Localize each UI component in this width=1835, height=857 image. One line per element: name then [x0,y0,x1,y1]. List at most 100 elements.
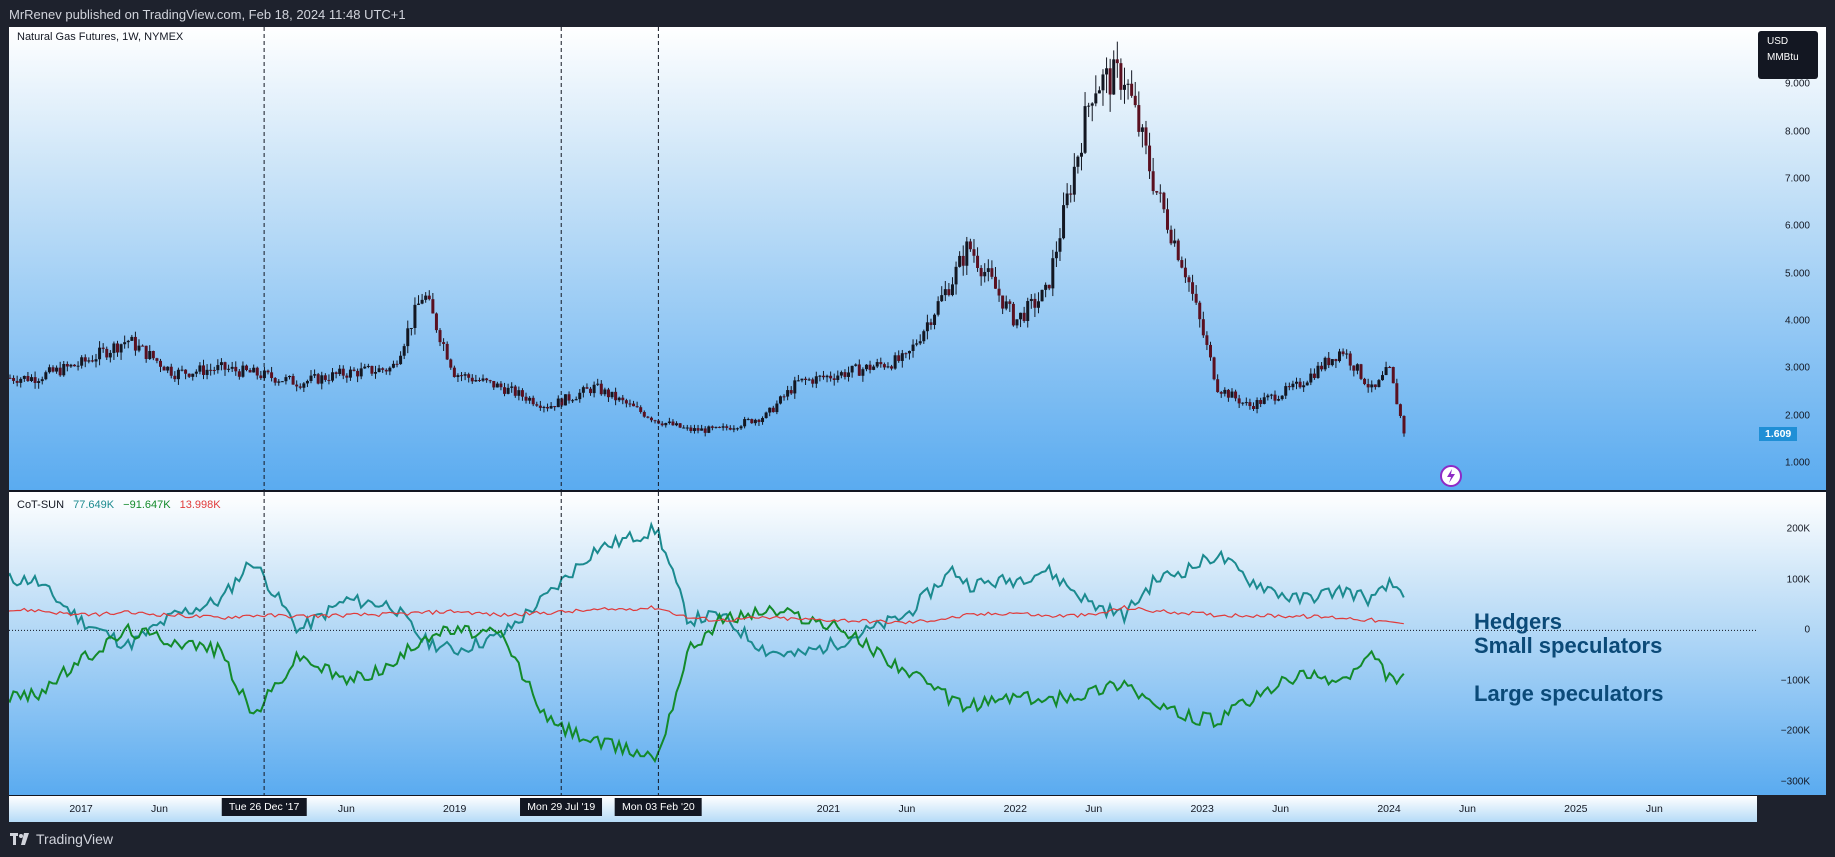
candle [1094,75,1098,107]
candle [850,365,854,378]
candle [288,375,292,380]
candle [1011,301,1015,327]
candle-body [958,255,962,267]
candle-body [90,360,94,362]
candle [714,426,718,429]
candle [560,397,564,407]
candle-body [133,336,137,351]
candle-body [743,419,747,427]
candle-body [234,366,238,372]
candle-body [796,380,800,382]
candle-body [1158,192,1162,194]
price-axis[interactable]: USD MMBtu 9.000 8.000 7.000 6.000 5.000 4.000… [1757,27,1826,490]
candle [1133,81,1137,108]
candle-body [55,367,59,372]
candle [793,376,797,399]
candle [313,369,317,379]
candle [940,286,944,302]
candle [893,352,897,370]
cot-value-hedgers: 77.649K [73,499,115,511]
unit-button[interactable]: USD MMBtu [1758,31,1818,79]
candle-body [29,377,33,382]
candle [488,379,492,384]
candle [273,377,277,386]
candle-body [929,322,933,325]
pane-divider[interactable] [9,490,1826,492]
candle [227,364,231,373]
candle-body [553,406,557,408]
chart-frame[interactable]: Natural Gas Futures, 1W, NYMEX USD MMBtu… [9,27,1826,822]
candle-body [227,368,231,370]
candle [965,236,969,276]
time-axis[interactable]: 2017 Jun Jun 2019 Jun 2021 Jun 2022 Jun 2023 Jun 20… [9,795,1757,822]
candle-body [1284,386,1288,396]
candle-body [302,383,306,388]
candle-body [69,364,73,367]
candle [517,386,521,401]
candle-body [1251,406,1255,409]
crosshair-date-label: Tue 26 Dec '17 [221,798,307,816]
time-tick-label: 2017 [69,803,93,815]
candle-body [1083,106,1087,153]
time-tick-label: Jun [1085,803,1103,815]
candle-body [374,372,378,374]
candle [323,373,327,382]
candle [237,368,241,380]
candle-body [216,365,220,371]
candle [546,403,550,412]
candle [1198,300,1202,328]
candle [771,405,775,413]
cot-pane[interactable]: CoT-SUN 77.649K −91.647K 13.998K Hedgers… [9,492,1757,795]
candle [1079,142,1083,171]
price-tick-label: 8.000 [1784,126,1810,138]
candle-body [771,407,775,413]
candle [857,359,861,376]
candle-body [585,387,589,389]
candle-body [1277,399,1281,401]
candle-body [750,419,754,424]
candle [438,328,442,347]
candle [356,368,360,383]
candle-body [546,406,550,409]
tradingview-logo[interactable]: TradingView [10,831,113,847]
candle-body [280,381,284,383]
time-tick-label: Jun [898,803,916,815]
candle-body [1036,301,1040,308]
candle-body [714,426,718,428]
candle [481,374,485,382]
candle-body [1108,68,1112,95]
time-tick-label: 2019 [443,803,467,815]
cot-axis[interactable]: 200K 100K 0 −100K −200K −300K [1757,492,1826,795]
candle-body [746,419,750,421]
candle-body [735,428,739,430]
candle-body [839,372,843,376]
candle-body [316,374,320,384]
candle-body [184,369,188,374]
candle-body [212,369,216,371]
candle-body [1101,74,1105,91]
candle-body [331,372,335,381]
candle [1205,331,1209,351]
candle-body [1151,171,1155,192]
candle-body [159,360,163,367]
price-chart [9,27,1406,490]
price-pane[interactable]: Natural Gas Futures, 1W, NYMEX [9,27,1757,490]
candle-body [646,416,650,418]
candle [585,383,589,389]
candle [130,334,134,342]
candle [503,382,507,397]
candle-body [728,427,732,430]
candle [162,365,166,371]
candle-body [194,371,198,374]
unit-currency: USD [1767,36,1789,47]
lightning-icon[interactable] [1440,465,1462,487]
candle [1115,41,1119,78]
candle-body [682,427,686,429]
candle [750,418,754,424]
candle [782,394,786,401]
candle-body [259,375,263,379]
candle [1259,397,1263,408]
candle-body [1273,394,1277,401]
time-tick-label: 2025 [1564,803,1588,815]
candle-body [51,367,55,372]
